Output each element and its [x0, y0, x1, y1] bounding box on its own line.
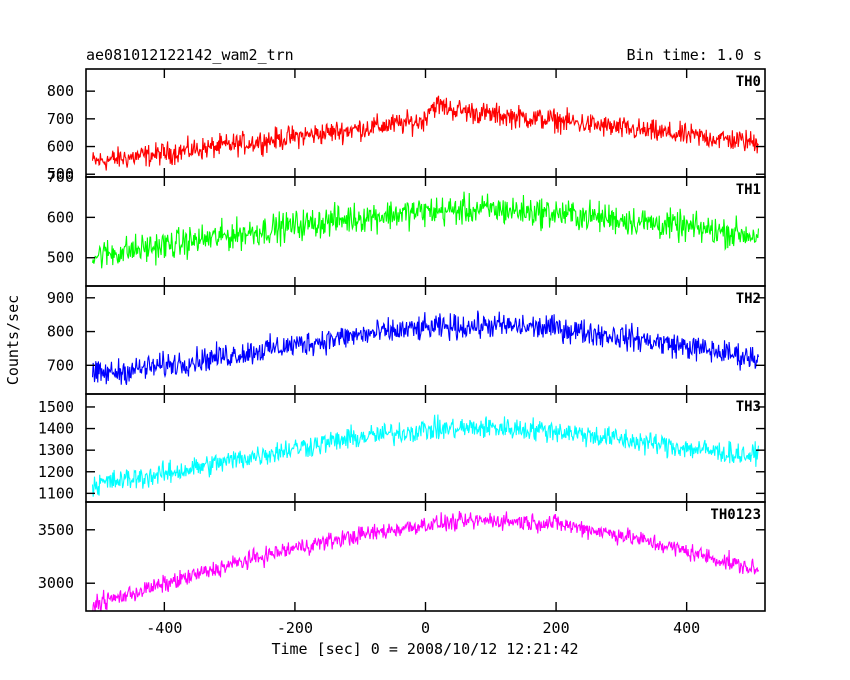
panels: 500 600 700 800 TH0 500 600 700 TH1 700 800 900 TH2 1… — [38, 68, 766, 637]
bin-time-label: Bin time: 1.0 s — [627, 46, 762, 64]
panel-label-th3: TH3 — [736, 399, 761, 415]
y-tick-label-th0: 700 — [47, 110, 74, 128]
y-tick-label-th0: 500 — [47, 165, 74, 183]
x-tick-label: -200 — [277, 619, 313, 637]
x-tick-label: 200 — [543, 619, 570, 637]
y-tick-label-th3: 1100 — [38, 484, 74, 502]
panel-label-th0: TH0 — [736, 74, 761, 90]
series-th2 — [91, 310, 760, 386]
series-th0123 — [92, 510, 759, 611]
y-tick-label-th2: 900 — [47, 289, 74, 307]
x-tick-label: -400 — [146, 619, 182, 637]
y-tick-label-th1: 700 — [47, 168, 74, 186]
y-tick-label-th2: 700 — [47, 356, 74, 374]
panel-label-th2: TH2 — [736, 291, 761, 307]
y-tick-label-th3: 1500 — [38, 398, 74, 416]
y-tick-label-th2: 800 — [47, 323, 74, 341]
panel-label-th0123: TH0123 — [710, 507, 761, 523]
y-tick-label-th0: 800 — [47, 82, 74, 100]
y-tick-label-th3: 1200 — [38, 463, 74, 481]
panel-frame-th0123 — [85, 501, 766, 612]
y-tick-label-th0123: 3000 — [38, 574, 74, 592]
y-tick-label-th1: 600 — [47, 208, 74, 226]
series-th1 — [91, 191, 760, 269]
x-tick-label: 400 — [673, 619, 700, 637]
y-tick-label-th0: 600 — [47, 138, 74, 156]
y-tick-label-th3: 1300 — [38, 441, 74, 459]
series-th0 — [91, 95, 759, 171]
series-th3 — [91, 414, 760, 497]
y-tick-label-th3: 1400 — [38, 420, 74, 438]
panel-label-th1: TH1 — [736, 182, 761, 198]
panel-frame-th3 — [85, 393, 766, 503]
y-tick-label-th1: 500 — [47, 249, 74, 267]
y-tick-label-th0123: 3500 — [38, 521, 74, 539]
x-tick-label: 0 — [421, 619, 430, 637]
y-axis-label: Counts/sec — [4, 295, 22, 385]
x-axis-label: Time [sec] 0 = 2008/10/12 12:21:42 — [271, 640, 578, 658]
chart-title: ae081012122142_wam2_trn — [86, 46, 294, 64]
panel-frame-th0 — [85, 68, 766, 178]
